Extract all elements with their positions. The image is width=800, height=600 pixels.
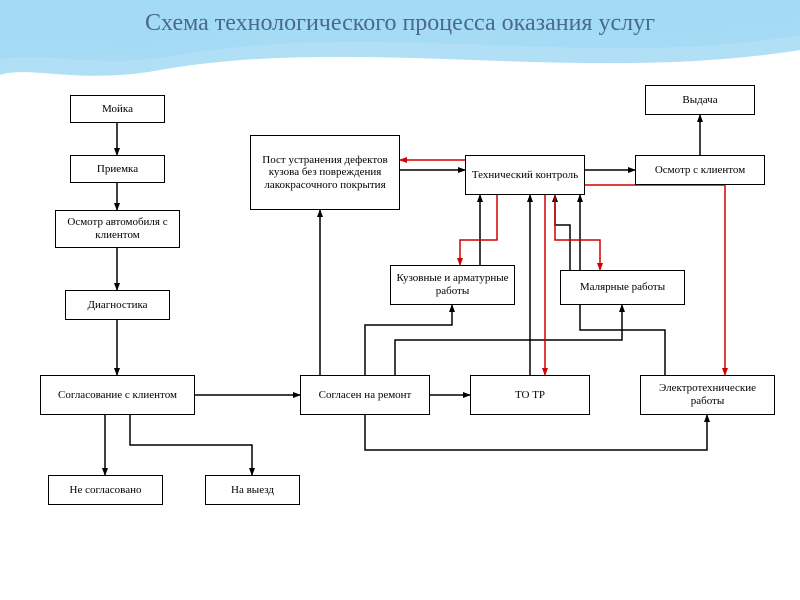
edge-remont-malyar xyxy=(395,305,622,375)
node-osmotrkl: Осмотр с клиентом xyxy=(635,155,765,185)
edge-remont-kuzov xyxy=(365,305,452,375)
node-diag: Диагностика xyxy=(65,290,170,320)
flowchart-canvas: Мойка Приемка Осмотр автомобиля с клиентом… xyxy=(0,0,800,600)
node-priemka: Приемка xyxy=(70,155,165,183)
node-elektro: Электротехнические работы xyxy=(640,375,775,415)
node-soglas: Согласование с клиентом xyxy=(40,375,195,415)
edge-tech-malyar xyxy=(555,195,600,270)
node-vydacha: Выдача xyxy=(645,85,755,115)
edge-remont-elektro xyxy=(365,415,707,450)
node-kuzov: Кузовные и арматурные работы xyxy=(390,265,515,305)
node-remont: Согласен на ремонт xyxy=(300,375,430,415)
node-tech: Технический контроль xyxy=(465,155,585,195)
edge-tech-kuzov xyxy=(460,195,497,265)
page-title: Схема технологического процесса оказания… xyxy=(0,10,800,38)
node-navyezd: На выезд xyxy=(205,475,300,505)
node-malyar: Малярные работы xyxy=(560,270,685,305)
edge-soglas-navyezd xyxy=(130,415,252,475)
node-totr: ТО ТР xyxy=(470,375,590,415)
node-moika: Мойка xyxy=(70,95,165,123)
node-osmotr: Осмотр автомобиля с клиентом xyxy=(55,210,180,248)
node-post: Пост устранения дефектов кузова без повр… xyxy=(250,135,400,210)
node-nesoglas: Не согласовано xyxy=(48,475,163,505)
